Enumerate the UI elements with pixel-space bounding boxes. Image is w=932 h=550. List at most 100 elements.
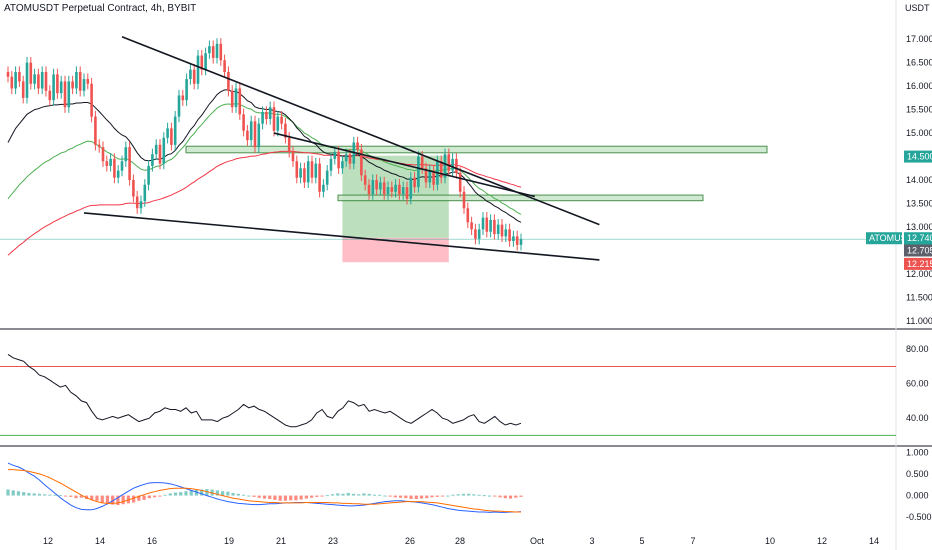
candle-body (25, 62, 29, 98)
candle-body (447, 154, 451, 171)
macd-histogram-bar (95, 495, 99, 501)
chart-title: ATOMUSDT Perpetual Contract, 4h, BYBIT (4, 3, 197, 14)
macd-histogram-bar (325, 495, 329, 497)
time-tick-label: 5 (639, 536, 644, 546)
macd-signal-line (8, 469, 521, 513)
macd-histogram-bar (383, 495, 387, 497)
candle-body (29, 62, 33, 84)
candle-body (363, 175, 367, 185)
candle-body (356, 142, 359, 150)
candle-body (97, 144, 101, 148)
macd-histogram-bar (27, 492, 31, 496)
candle-body (139, 201, 143, 209)
candle-body (500, 224, 504, 237)
candle-body (166, 128, 169, 138)
candle-body (227, 72, 230, 91)
macd-histogram-bar (278, 495, 282, 501)
candle-body (318, 163, 321, 192)
candle-body (249, 121, 253, 141)
macd-histogram-bar (283, 495, 288, 501)
candle-body (215, 43, 219, 58)
price-tick-label: 16.000 (906, 81, 932, 91)
macd-histogram-bar (336, 493, 340, 496)
candle-body (261, 111, 264, 124)
candle-body (33, 74, 36, 84)
macd-histogram-bar (320, 495, 324, 497)
macd-histogram-bar (100, 495, 104, 503)
ema-mid-line (7, 102, 522, 215)
candle-body (485, 217, 489, 232)
candle-body (109, 158, 112, 166)
macd-histogram-bar (367, 493, 371, 496)
price-tick-label: 11.500 (906, 292, 932, 302)
macd-histogram-bar (498, 495, 502, 498)
candle-body (18, 72, 21, 82)
candle-body (428, 170, 432, 183)
macd-histogram-bar (79, 495, 83, 498)
candle-body (386, 187, 390, 195)
candle-body (451, 158, 454, 171)
candle-body (489, 219, 492, 232)
candle-body (196, 55, 200, 84)
time-tick-label: 12 (43, 536, 53, 546)
candle-body (154, 144, 158, 155)
price-tick-label: 13.500 (906, 199, 932, 209)
candle-body (455, 158, 458, 173)
macd-tick-label: -0.500 (906, 512, 932, 522)
macd-histogram-bar (32, 493, 36, 496)
currency-label[interactable]: USDT (905, 3, 930, 13)
candle-body (113, 158, 116, 178)
macd-histogram-bar (268, 495, 272, 500)
price-tag-2: 12.705 (907, 246, 932, 256)
ema-slow-line (7, 150, 522, 256)
candle-body (477, 229, 481, 239)
candle-body (208, 46, 211, 54)
candle-body (371, 180, 375, 195)
price-tick-label: 15.500 (906, 105, 932, 115)
macd-histogram-bar (205, 489, 209, 496)
macd-histogram-bar (53, 494, 57, 496)
macd-histogram-bar (58, 495, 62, 497)
candle-body (177, 95, 181, 117)
candle-body (409, 177, 413, 199)
candle-body (211, 46, 215, 58)
macd-histogram-bar (346, 492, 350, 496)
candle-body (162, 137, 166, 164)
candle-body (329, 158, 333, 171)
candle-body (401, 187, 405, 195)
candle-body (40, 72, 44, 89)
candle-body (90, 83, 93, 117)
candle-body (276, 116, 280, 131)
price-tag-3: 12.215 (907, 259, 932, 269)
macd-histogram-bar (257, 495, 261, 498)
candle-body (268, 107, 272, 119)
candle-body (280, 116, 283, 124)
macd-histogram-bar (173, 492, 178, 496)
candle-body (75, 72, 78, 89)
trendline (273, 132, 535, 198)
candle-body (375, 180, 378, 190)
candle-body (151, 154, 154, 166)
macd-histogram-bar (461, 493, 466, 496)
candle-body (170, 128, 173, 145)
candle-body (116, 170, 120, 178)
candle-body (432, 170, 435, 185)
macd-histogram-bar (409, 495, 413, 500)
macd-histogram-bar (404, 495, 408, 499)
macd-histogram-bar (399, 495, 403, 498)
macd-histogram-bar (236, 493, 240, 496)
macd-histogram-bar (179, 492, 183, 496)
candle-body (219, 43, 223, 61)
candle-body (181, 95, 185, 101)
candle-body (238, 88, 242, 115)
macd-histogram-bar (262, 495, 267, 499)
candle-body (398, 184, 401, 195)
macd-histogram-bar (215, 490, 219, 496)
macd-line (7, 462, 522, 513)
candle-body (322, 184, 325, 192)
macd-histogram-bar (414, 495, 418, 500)
macd-histogram-bar (419, 495, 424, 499)
macd-histogram-bar (6, 489, 10, 496)
time-tick-label: 21 (276, 536, 286, 546)
